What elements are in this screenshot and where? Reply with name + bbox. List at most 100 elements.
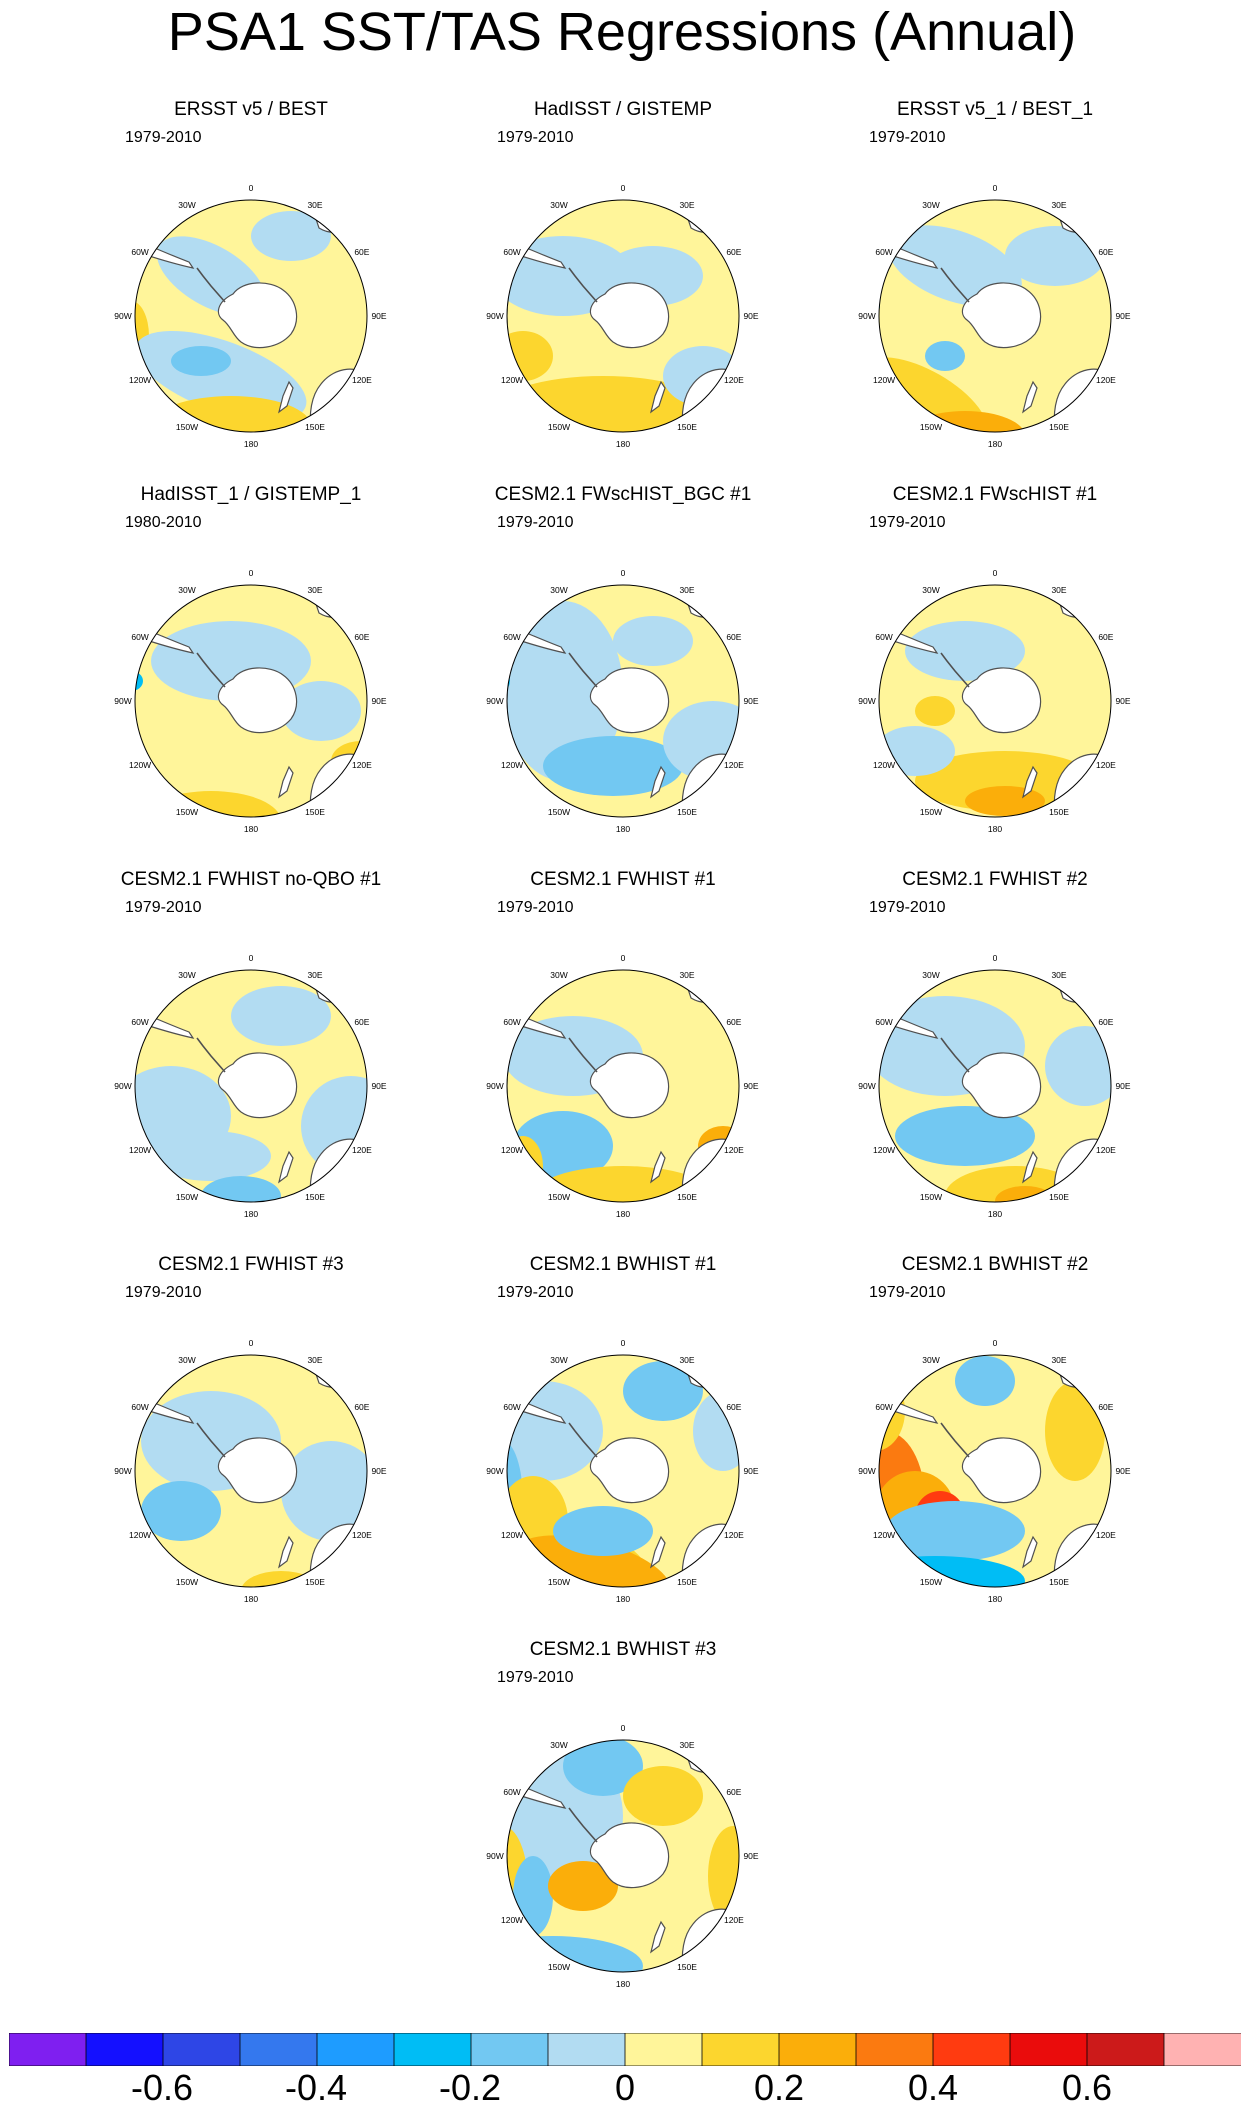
antarctica-landmass [589, 1822, 670, 1889]
longitude-label: 120W [873, 1530, 895, 1540]
longitude-label: 0 [993, 953, 998, 963]
contour-region [543, 736, 683, 796]
polar-map: 0 30E 60E 90E 120E 150E 180 150W 120W 90W 60W 30W [486, 568, 759, 834]
longitude-label: 150E [677, 1192, 697, 1202]
polar-map: 0 30E 60E 90E 120E 150E 180 150W 120W 90W 60W 30W [858, 183, 1131, 449]
colorbar-box [932, 2033, 1011, 2066]
longitude-label: 90W [486, 1466, 503, 1476]
polar-map: 0 30E 60E 90E 120E 150E 180 150W 120W 90W 60W 30W [486, 183, 759, 449]
new-zealand-landmass [1022, 1535, 1038, 1569]
antarctica-landmass [217, 667, 298, 734]
longitude-label: 60W [875, 632, 892, 642]
polar-map: 0 30E 60E 90E 120E 150E 180 150W 120W 90W 60W 30W [486, 1723, 759, 1989]
longitude-label: 90E [1115, 311, 1130, 321]
longitude-label: 150W [548, 807, 570, 817]
panel-years: 1979-2010 [497, 1284, 574, 1301]
longitude-label: 90E [743, 1851, 758, 1861]
longitude-label: 90W [114, 1466, 131, 1476]
map-panel-bwhist-3: CESM2.1 BWHIST #3 1979-2010 0 30E 60E 90E 12… [437, 1638, 809, 2028]
map-border [878, 584, 1112, 818]
contour-region [905, 621, 1025, 681]
map-border [506, 1739, 740, 1973]
longitude-label: 90E [1115, 696, 1130, 706]
contour-region [925, 341, 965, 371]
map-border [134, 199, 368, 433]
map-panel-ersst-best: ERSST v5 / BEST 1979-2010 0 30E 60E 90E 120E… [65, 98, 437, 488]
longitude-label: 120E [1096, 1145, 1116, 1155]
colorbar-box [1086, 2033, 1165, 2066]
map-panel-fwhist-1: CESM2.1 FWHIST #1 1979-2010 0 30E 60E 90E 12… [437, 868, 809, 1258]
longitude-label: 30E [679, 1740, 694, 1750]
longitude-label: 120W [501, 1145, 523, 1155]
contour-region [507, 331, 553, 381]
longitude-label: 30E [1051, 1355, 1066, 1365]
colorbar-box [316, 2033, 395, 2066]
longitude-label: 180 [616, 439, 630, 449]
polar-map: 0 30E 60E 90E 120E 150E 180 150W 120W 90W 60W 30W [486, 953, 759, 1219]
longitude-label: 90W [486, 696, 503, 706]
longitude-label: 90W [486, 1081, 503, 1091]
longitude-label: 30W [922, 970, 939, 980]
longitude-label: 30W [178, 200, 195, 210]
longitude-label: 60E [1098, 247, 1113, 257]
map-border [506, 199, 740, 433]
colorbar-tick-label: -0.4 [284, 2067, 348, 2108]
longitude-label: 90E [1115, 1466, 1130, 1476]
antarctic-peninsula [568, 652, 598, 688]
colorbar-tick-label: 0.6 [1061, 2067, 1113, 2108]
longitude-label: 30E [307, 970, 322, 980]
longitude-label: 30W [550, 1740, 567, 1750]
panel-years: 1979-2010 [125, 899, 202, 916]
longitude-label: 30W [922, 1355, 939, 1365]
panel-years: 1979-2010 [497, 899, 574, 916]
polar-map: 0 30E 60E 90E 120E 150E 180 150W 120W 90W 60W 30W [858, 953, 1131, 1219]
colorbar-box [624, 2033, 703, 2066]
longitude-label: 60E [354, 1402, 369, 1412]
antarctic-peninsula [940, 1037, 970, 1073]
longitude-label: 120E [724, 1530, 744, 1540]
colorbar-box [162, 2033, 241, 2066]
longitude-label: 0 [249, 1338, 254, 1348]
longitude-label: 60W [131, 632, 148, 642]
antarctic-peninsula [568, 1807, 598, 1843]
contour-region [141, 791, 281, 817]
longitude-label: 30E [1051, 585, 1066, 595]
longitude-label: 120W [873, 375, 895, 385]
map-panel-hadisst-gistemp-1: HadISST_1 / GISTEMP_1 1980-2010 0 30E 60E 9… [65, 483, 437, 873]
map-panel-fwschist-1: CESM2.1 FWscHIST #1 1979-2010 0 30E 60E 90E… [809, 483, 1181, 873]
contour-region [623, 1361, 703, 1421]
map-border [878, 199, 1112, 433]
longitude-label: 120E [724, 1915, 744, 1925]
panel-title: CESM2.1 FWHIST #3 [158, 1254, 344, 1275]
contour-region [151, 1131, 271, 1181]
polar-map: 0 30E 60E 90E 120E 150E 180 150W 120W 90W 60W 30W [858, 568, 1131, 834]
longitude-label: 0 [249, 568, 254, 578]
panel-title: HadISST_1 / GISTEMP_1 [140, 484, 362, 505]
longitude-label: 30W [922, 585, 939, 595]
longitude-label: 120W [501, 1530, 523, 1540]
polar-map: 0 30E 60E 90E 120E 150E 180 150W 120W 90W 60W 30W [114, 953, 387, 1219]
longitude-label: 90W [486, 311, 503, 321]
longitude-label: 120E [1096, 1530, 1116, 1540]
longitude-label: 120E [352, 375, 372, 385]
antarctic-peninsula [568, 1422, 598, 1458]
new-zealand-landmass [278, 1535, 294, 1569]
new-zealand-landmass [1022, 380, 1038, 414]
longitude-label: 120E [352, 1145, 372, 1155]
polar-map: 0 30E 60E 90E 120E 150E 180 150W 120W 90W 60W 30W [114, 1338, 387, 1604]
contour-region [533, 1166, 713, 1202]
longitude-label: 150W [548, 1192, 570, 1202]
antarctic-peninsula [196, 1037, 226, 1073]
antarctic-peninsula [568, 267, 598, 303]
longitude-label: 150E [305, 1577, 325, 1587]
longitude-label: 30W [550, 970, 567, 980]
antarctica-landmass [589, 1052, 670, 1119]
longitude-label: 90E [371, 311, 386, 321]
colorbar-box [547, 2033, 626, 2066]
longitude-label: 30E [679, 200, 694, 210]
longitude-label: 90E [371, 1081, 386, 1091]
longitude-label: 60W [503, 632, 520, 642]
longitude-label: 150W [920, 1577, 942, 1587]
longitude-label: 0 [621, 183, 626, 193]
panel-years: 1979-2010 [125, 1284, 202, 1301]
